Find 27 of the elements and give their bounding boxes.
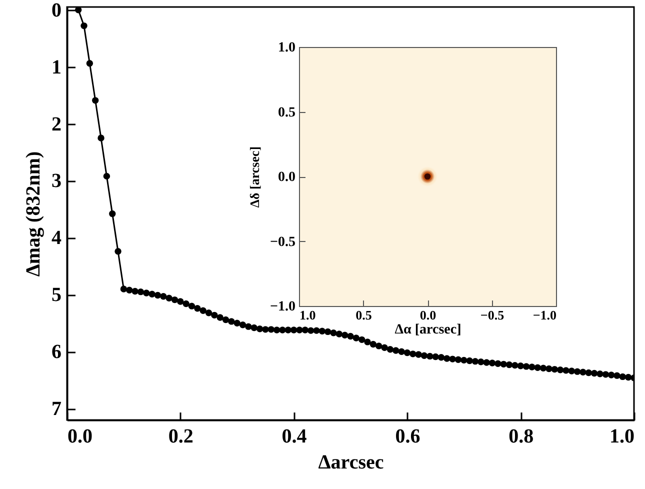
y-tick-label: 0 bbox=[52, 0, 62, 22]
y-tick-label: −0.5 bbox=[270, 234, 296, 250]
y-tick-label: 1 bbox=[52, 56, 62, 78]
y-tick-label: 1.0 bbox=[278, 40, 296, 56]
y-tick-label: 7 bbox=[52, 398, 62, 420]
x-tick-label: −1.0 bbox=[532, 308, 556, 322]
y-tick-label: 6 bbox=[52, 341, 62, 364]
x-tick-label: 1.0 bbox=[610, 426, 634, 448]
x-tick-label: 1.0 bbox=[300, 308, 316, 322]
y-tick-label: 3 bbox=[52, 170, 62, 192]
x-axis-title: Δarcsec bbox=[318, 452, 384, 474]
y-axis-title: Δδ [arcsec] bbox=[247, 146, 262, 208]
y-tick-label: 2 bbox=[52, 113, 62, 136]
y-tick-label: 0.5 bbox=[278, 105, 296, 120]
x-tick-label: 0.0 bbox=[68, 426, 92, 448]
y-tick-label: 4 bbox=[52, 227, 62, 250]
x-tick-label: 0.6 bbox=[395, 426, 420, 448]
x-tick-label: 0.0 bbox=[420, 308, 436, 322]
y-tick-label: 0.0 bbox=[278, 170, 296, 185]
y-axis-title: Δmag (832nm) bbox=[22, 151, 44, 277]
y-tick-label: 5 bbox=[52, 284, 62, 306]
x-axis-title: Δα [arcsec] bbox=[394, 322, 462, 338]
x-tick-label: 0.4 bbox=[282, 426, 307, 448]
x-tick-label: 0.2 bbox=[168, 426, 194, 448]
x-tick-label: 0.5 bbox=[356, 308, 372, 322]
x-tick-label: −0.5 bbox=[480, 308, 505, 322]
x-tick-label: 0.8 bbox=[508, 426, 534, 448]
